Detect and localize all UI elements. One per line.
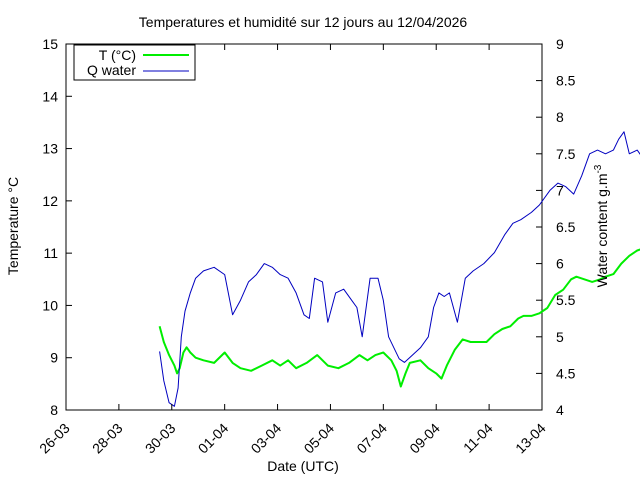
y-axis-right-label-text: Water content g.m (594, 174, 610, 288)
legend-label-water: Q water (87, 62, 136, 78)
x-tick-label: 11-04 (460, 420, 496, 456)
y-axis-left-label: Temperature °C (5, 177, 21, 275)
y-axis-right-label-sup: -3 (593, 164, 604, 173)
series-layer (158, 131, 640, 407)
y-right-tick-label: 4 (556, 402, 564, 418)
y-right-tick-label: 6 (556, 256, 564, 272)
y-right-tick-label: 8 (556, 109, 564, 125)
x-tick-label: 07-04 (353, 420, 390, 457)
legend-box (73, 44, 196, 81)
x-tick-label: 09-04 (406, 420, 443, 457)
series-line-water (159, 131, 640, 407)
axis-layer: 8 9 10 11 12 13 14 15 4 4.5 5 5.5 6 6.5 7 7.5 8 8.5 9 26-03… (36, 36, 576, 457)
x-tick-label: 03-04 (248, 420, 285, 457)
plot-border (65, 43, 543, 411)
x-tick-label: 01-04 (195, 420, 232, 457)
y-left-tick-label: 9 (50, 350, 58, 366)
y-left-tick-label: 14 (42, 88, 58, 104)
y-right-tick-label: 5 (556, 329, 564, 345)
x-tick-label: 05-04 (301, 420, 338, 457)
legend-label-temperature: T (°C) (99, 47, 136, 63)
x-tick-label: 13-04 (512, 420, 549, 457)
y-right-tick-label: 7 (556, 182, 564, 198)
svg-text:Water content g.m-3: Water content g.m-3 (593, 164, 610, 287)
x-tick-label: 26-03 (36, 420, 73, 457)
x-tick-label: 30-03 (142, 420, 179, 457)
series-line-temperature (158, 248, 640, 388)
y-right-tick-label: 7.5 (556, 146, 576, 162)
y-left-tick-label: 8 (50, 402, 58, 418)
y-left-tick-label: 10 (42, 297, 58, 313)
plot-frame (65, 43, 543, 411)
x-axis-label: Date (UTC) (267, 458, 339, 474)
x-tick-label: 28-03 (89, 420, 126, 457)
y-left-tick-label: 15 (42, 36, 58, 52)
y-right-tick-label: 5.5 (556, 292, 576, 308)
y-right-tick-label: 6.5 (556, 219, 576, 235)
y-right-tick-label: 4.5 (556, 365, 576, 381)
legend: T (°C) Q water (73, 44, 196, 81)
y-left-tick-label: 11 (43, 245, 58, 261)
y-left-tick-label: 12 (42, 193, 58, 209)
y-axis-right-label: Water content g.m-3 (593, 164, 610, 287)
y-left-tick-label: 13 (42, 141, 58, 157)
y-right-tick-label: 8.5 (556, 73, 576, 89)
chart-title: Temperatures et humidité sur 12 jours au… (139, 14, 468, 30)
y-right-tick-label: 9 (556, 36, 564, 52)
